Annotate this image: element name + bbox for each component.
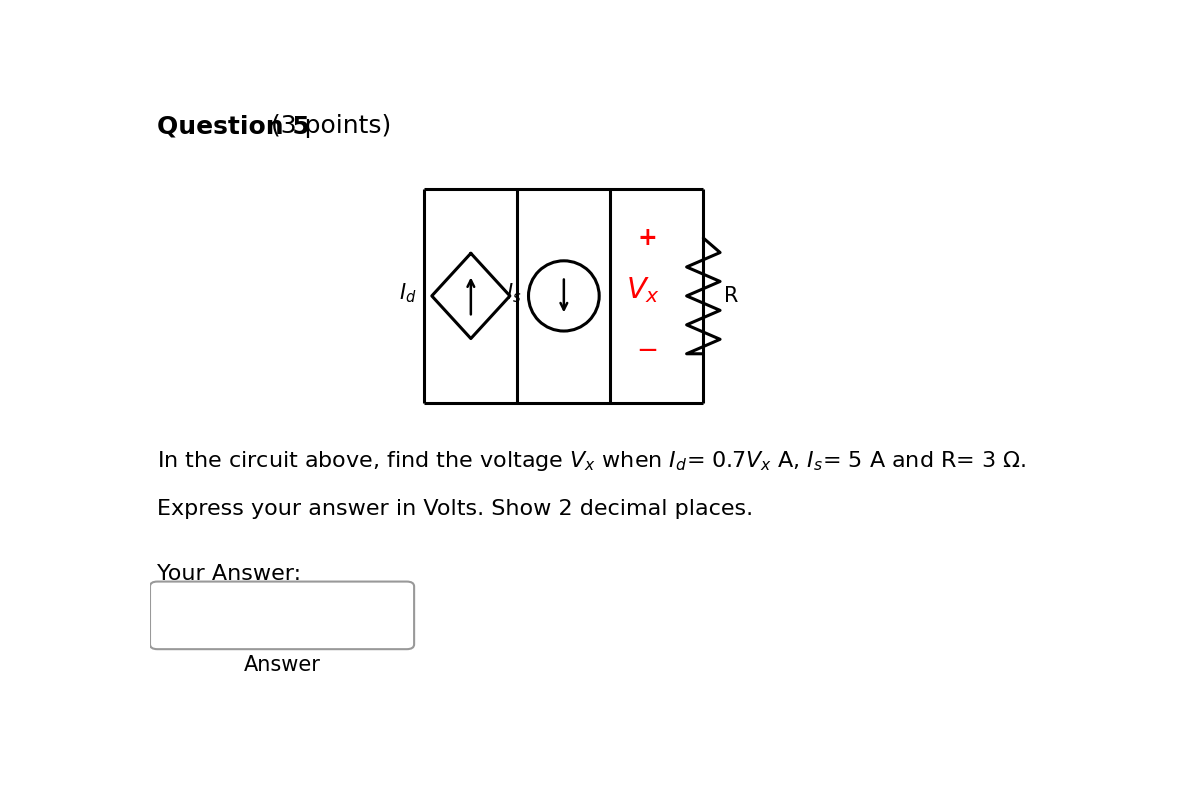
- Text: −: −: [636, 338, 659, 364]
- Text: Answer: Answer: [244, 655, 320, 676]
- Text: $V_x$: $V_x$: [626, 275, 660, 305]
- Text: Question 5: Question 5: [157, 115, 310, 138]
- Text: (3 points): (3 points): [264, 115, 391, 138]
- Text: Your Answer:: Your Answer:: [157, 564, 301, 584]
- Text: $I_s$: $I_s$: [505, 281, 521, 305]
- Text: In the circuit above, find the voltage $V_x$ when $I_d$= 0.7$V_x$ A, $I_s$= 5 A : In the circuit above, find the voltage $…: [157, 449, 1027, 473]
- Text: $I_d$: $I_d$: [400, 281, 416, 305]
- Text: +: +: [637, 226, 658, 250]
- FancyBboxPatch shape: [150, 581, 414, 649]
- Text: Express your answer in Volts. Show 2 decimal places.: Express your answer in Volts. Show 2 dec…: [157, 499, 754, 520]
- Text: R: R: [724, 286, 738, 306]
